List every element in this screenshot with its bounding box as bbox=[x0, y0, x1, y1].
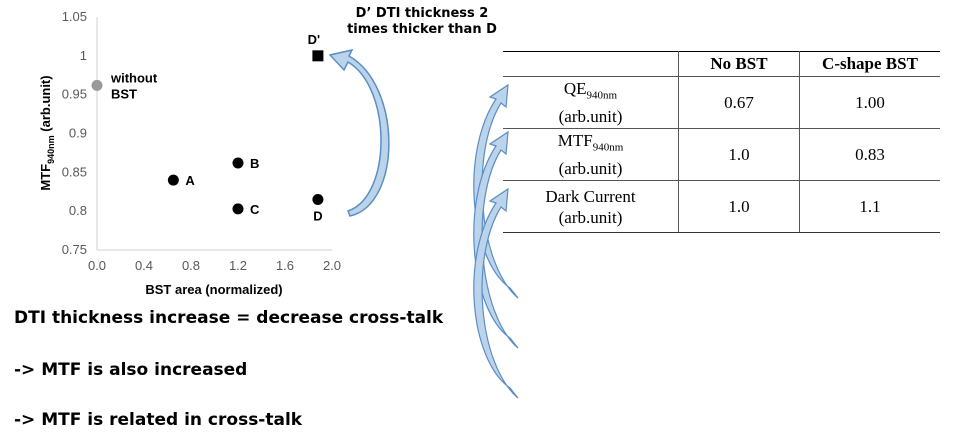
annotation-line-1: D’ DTI thickness 2 bbox=[355, 6, 489, 21]
table-row: QE940nm (arb.unit) 0.67 1.00 bbox=[503, 76, 940, 129]
annotation-line-2: times thicker than D bbox=[347, 22, 497, 37]
cell-dark-no-bst: 1.0 bbox=[678, 180, 800, 233]
table-row: Dark Current (arb.unit) 1.0 1.1 bbox=[503, 180, 940, 233]
x-tick-labels: 0.0 0.4 0.8 1.2 1.6 2.0 bbox=[88, 258, 341, 273]
row-label-mtf: MTF940nm (arb.unit) bbox=[503, 128, 679, 181]
scatter-chart: 0.75 0.8 0.85 0.9 0.95 1 1.05 0.0 0.4 0.8 1.2 1.6 2… bbox=[38, 9, 341, 297]
data-point bbox=[232, 203, 244, 215]
y-tick-label: 0.95 bbox=[62, 87, 87, 102]
point-label: D' bbox=[308, 32, 320, 47]
caption-line-1: DTI thickness increase = decrease cross-… bbox=[14, 308, 444, 328]
point-label: D bbox=[313, 209, 322, 224]
caption-line-2: -> MTF is also increased bbox=[14, 360, 248, 380]
point-label: A bbox=[185, 173, 195, 188]
cell-mtf-c-shape: 0.83 bbox=[799, 128, 940, 181]
y-tick-label: 0.75 bbox=[62, 242, 87, 257]
cell-dark-c-shape: 1.1 bbox=[799, 180, 940, 233]
table-row: MTF940nm (arb.unit) 1.0 0.83 bbox=[503, 128, 940, 181]
y-tick-label: 1.05 bbox=[62, 9, 87, 24]
table-header-row: No BST C-shape BST bbox=[503, 51, 940, 77]
data-points: without BST A B C D D' bbox=[91, 32, 324, 224]
cell-qe-no-bst: 0.67 bbox=[678, 76, 800, 129]
x-axis-label: BST area (normalized) bbox=[145, 282, 282, 297]
dprime-annotation: D’ DTI thickness 2 times thicker than D bbox=[342, 6, 502, 38]
y-tick-labels: 0.75 0.8 0.85 0.9 0.95 1 1.05 bbox=[62, 9, 87, 257]
comparison-table: No BST C-shape BST QE940nm (arb.unit) 0.… bbox=[503, 51, 940, 233]
y-tick-label: 0.9 bbox=[69, 126, 87, 141]
data-point bbox=[91, 79, 103, 91]
data-point bbox=[167, 174, 179, 186]
point-label: B bbox=[250, 156, 259, 171]
x-tick-label: 0.0 bbox=[88, 258, 106, 273]
point-label: without BST bbox=[110, 70, 158, 101]
data-point-square bbox=[312, 50, 324, 62]
header-no-bst: No BST bbox=[678, 51, 800, 77]
caption-line-3: -> MTF is related in cross-talk bbox=[14, 410, 303, 430]
row-label-qe: QE940nm (arb.unit) bbox=[503, 76, 679, 129]
y-tick-label: 1 bbox=[80, 48, 87, 63]
data-point bbox=[312, 194, 324, 206]
y-tick-label: 0.8 bbox=[69, 203, 87, 218]
cell-mtf-no-bst: 1.0 bbox=[678, 128, 800, 181]
cell-qe-c-shape: 1.00 bbox=[799, 76, 940, 129]
row-label-dark-current: Dark Current (arb.unit) bbox=[503, 180, 679, 233]
data-point bbox=[232, 157, 244, 169]
point-label: C bbox=[250, 202, 260, 217]
x-tick-label: 1.6 bbox=[276, 258, 294, 273]
table-corner bbox=[503, 51, 679, 77]
header-c-shape-bst: C-shape BST bbox=[799, 51, 940, 77]
x-tick-label: 0.4 bbox=[135, 258, 153, 273]
x-tick-label: 1.2 bbox=[229, 258, 247, 273]
x-tick-label: 2.0 bbox=[323, 258, 341, 273]
x-tick-label: 0.8 bbox=[182, 258, 200, 273]
y-axis-label: MTF940nm (arb.unit) bbox=[38, 75, 56, 190]
y-tick-label: 0.85 bbox=[62, 164, 87, 179]
